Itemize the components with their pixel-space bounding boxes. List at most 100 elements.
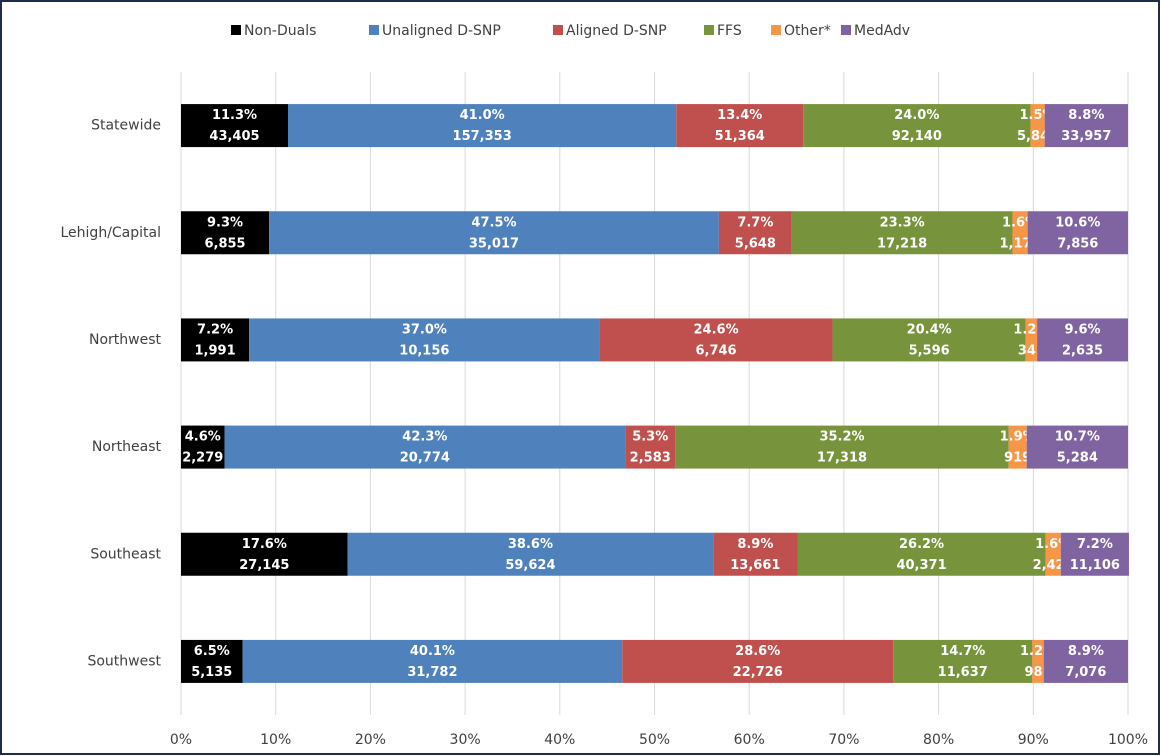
count-label: 7,856 (1057, 236, 1098, 251)
count-label: 13,661 (730, 558, 780, 573)
count-label: 35,017 (469, 236, 519, 251)
count-label: 10,156 (399, 343, 449, 358)
bar-segment (1037, 318, 1128, 362)
value-label: 47.5% (471, 215, 516, 230)
bar-segment (347, 532, 714, 576)
count-label: 2,635 (1062, 343, 1103, 358)
value-label: 26.2% (899, 537, 944, 552)
legend-label: Unaligned D-SNP (382, 23, 501, 39)
value-label: 8.9% (737, 537, 773, 552)
bar-segment (1043, 639, 1128, 683)
bar-segment (625, 425, 676, 469)
count-label: 919 (1004, 451, 1031, 466)
count-label: 20,774 (400, 451, 450, 466)
legend-label: Other* (784, 23, 831, 39)
count-label: 31,782 (407, 665, 457, 680)
legend-swatch (704, 25, 714, 35)
value-label: 24.6% (694, 322, 739, 337)
count-label: 17,218 (877, 236, 927, 251)
legend-label: FFS (717, 23, 742, 39)
x-tick-label: 20% (355, 732, 386, 748)
count-label: 2,583 (630, 451, 671, 466)
value-label: 23.3% (880, 215, 925, 230)
count-label: 27,145 (239, 558, 289, 573)
bar-segment (676, 104, 804, 148)
y-tick-label: Northwest (89, 332, 162, 348)
legend-swatch (369, 25, 379, 35)
count-label: 17,318 (817, 451, 867, 466)
value-label: 17.6% (242, 537, 287, 552)
legend-label: MedAdv (854, 23, 910, 39)
bar-segment (224, 425, 626, 469)
count-label: 5,596 (909, 343, 950, 358)
count-label: 5,135 (191, 665, 232, 680)
bar-segment (1027, 211, 1128, 255)
x-tick-label: 70% (828, 732, 859, 748)
count-label: 92,140 (892, 129, 942, 144)
bar-segment (718, 211, 792, 255)
value-label: 6.5% (194, 644, 230, 659)
legend-swatch (771, 25, 781, 35)
bar-segment (1045, 532, 1061, 576)
count-label: 22,726 (733, 665, 783, 680)
y-tick-label: Northeast (92, 439, 162, 455)
count-label: 5,284 (1057, 451, 1098, 466)
bar-segment (1044, 104, 1128, 148)
x-tick-label: 10% (260, 732, 291, 748)
x-tick-label: 60% (734, 732, 765, 748)
bar-segment (1026, 425, 1128, 469)
value-label: 37.0% (402, 322, 447, 337)
value-label: 7.2% (1077, 537, 1113, 552)
bar-segment (181, 639, 243, 683)
count-label: 6,855 (204, 236, 245, 251)
value-label: 9.6% (1065, 322, 1101, 337)
bar-segment (1008, 425, 1027, 469)
value-label: 42.3% (402, 430, 447, 445)
legend-swatch (841, 25, 851, 35)
bar-segment (832, 318, 1026, 362)
count-label: 2,279 (182, 451, 223, 466)
bar-segment (181, 211, 270, 255)
count-label: 11,106 (1070, 558, 1120, 573)
value-label: 13.4% (717, 108, 762, 123)
count-label: 33,957 (1061, 129, 1111, 144)
value-label: 4.6% (185, 430, 221, 445)
bar-segment (599, 318, 833, 362)
count-label: 59,624 (505, 558, 555, 573)
bar-segment (181, 532, 348, 576)
x-tick-label: 80% (923, 732, 954, 748)
legend-swatch (231, 25, 241, 35)
legend-swatch (553, 25, 563, 35)
bar-segment (1030, 104, 1045, 148)
value-label: 28.6% (735, 644, 780, 659)
x-tick-label: 30% (450, 732, 481, 748)
value-label: 40.1% (410, 644, 455, 659)
legend-label: Aligned D-SNP (566, 23, 667, 39)
bar-segment (288, 104, 677, 148)
y-tick-label: Southwest (87, 653, 161, 669)
bar-segment (269, 211, 719, 255)
bar-segment (1032, 639, 1044, 683)
bar-segment (181, 318, 250, 362)
bar-segment (713, 532, 798, 576)
value-label: 10.6% (1055, 215, 1100, 230)
bar-segment (1025, 318, 1038, 362)
count-label: 7,076 (1065, 665, 1106, 680)
bar-segment (797, 532, 1046, 576)
bar-segment (803, 104, 1031, 148)
value-label: 38.6% (508, 537, 553, 552)
value-label: 9.3% (207, 215, 243, 230)
value-label: 8.9% (1068, 644, 1104, 659)
value-label: 14.7% (940, 644, 985, 659)
bar-segment (181, 104, 289, 148)
y-tick-label: Statewide (91, 118, 161, 134)
bar-segment (181, 425, 225, 469)
value-label: 5.3% (632, 430, 668, 445)
bar-segment (1060, 532, 1129, 576)
bar-segment (622, 639, 894, 683)
count-label: 11,637 (938, 665, 988, 680)
value-label: 35.2% (819, 430, 864, 445)
x-tick-label: 50% (639, 732, 670, 748)
count-label: 1,991 (195, 343, 236, 358)
x-tick-label: 0% (170, 732, 192, 748)
